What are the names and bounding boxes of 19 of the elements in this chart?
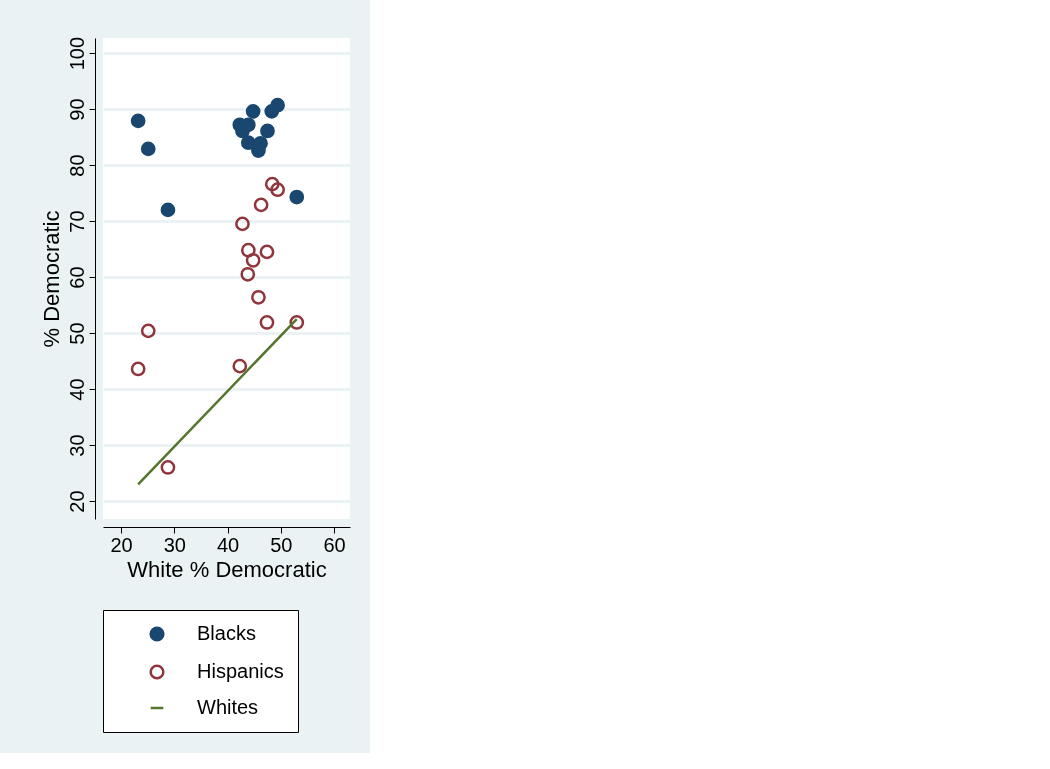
legend-label: Whites: [197, 696, 259, 718]
y-tick-label: 20: [65, 490, 88, 513]
legend-label: Blacks: [197, 622, 256, 644]
legend-label: Hispanics: [197, 660, 284, 682]
x-axis-title: White % Democratic: [127, 556, 327, 582]
x-tick-label: 50: [270, 533, 293, 556]
y-tick-label: 30: [65, 434, 88, 457]
x-tick-label: 40: [216, 533, 240, 556]
y-tick-label: 40: [65, 378, 88, 401]
y-tick-label: 80: [65, 154, 88, 177]
y-tick-label: 70: [65, 210, 88, 233]
x-tick-label: 30: [163, 533, 186, 556]
y-tick-label: 90: [65, 98, 88, 121]
x-tick-label: 60: [323, 533, 346, 556]
y-tick-label: 50: [65, 322, 88, 345]
y-tick-label: 100: [65, 36, 88, 71]
y-axis-title: % Democratic: [38, 210, 64, 348]
x-tick-label: 20: [110, 533, 133, 556]
y-tick-label: 60: [65, 266, 88, 289]
